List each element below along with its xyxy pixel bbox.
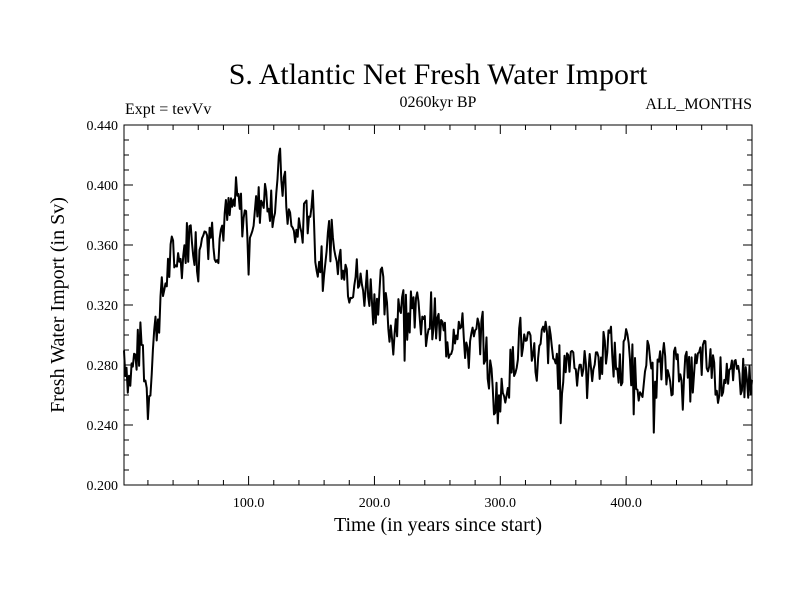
x-tick-label: 200.0 [359,496,391,511]
y-tick-label: 0.240 [87,419,119,434]
experiment-label: Expt = tevVv [125,101,211,118]
y-axis-ticks [124,124,752,486]
x-tick-label: 300.0 [485,496,517,511]
x-axis-ticks [147,125,728,485]
period-label: 0260kyr BP [400,94,477,111]
y-tick-label: 0.320 [87,299,119,314]
y-tick-label: 0.440 [87,119,119,134]
series-line-fresh-water-import [123,147,753,434]
plot-frame [123,124,753,486]
months-label: ALL_MONTHS [645,96,752,113]
y-axis-label: Fresh Water Import (in Sv) [47,197,69,413]
y-tick-label: 0.200 [87,479,119,494]
y-tick-label: 0.280 [87,359,119,374]
y-tick-label: 0.400 [87,179,119,194]
x-tick-label: 400.0 [610,496,642,511]
y-tick-label: 0.360 [87,239,119,254]
x-tick-label: 100.0 [233,496,265,511]
y-axis-tick-labels: 0.200 0.240 0.280 0.320 0.360 0.400 0.440 [87,119,119,494]
chart-title: S. Atlantic Net Fresh Water Import [229,58,648,91]
x-axis-label: Time (in years since start) [334,514,542,536]
x-axis-tick-labels: 100.0 200.0 300.0 400.0 [233,496,642,511]
